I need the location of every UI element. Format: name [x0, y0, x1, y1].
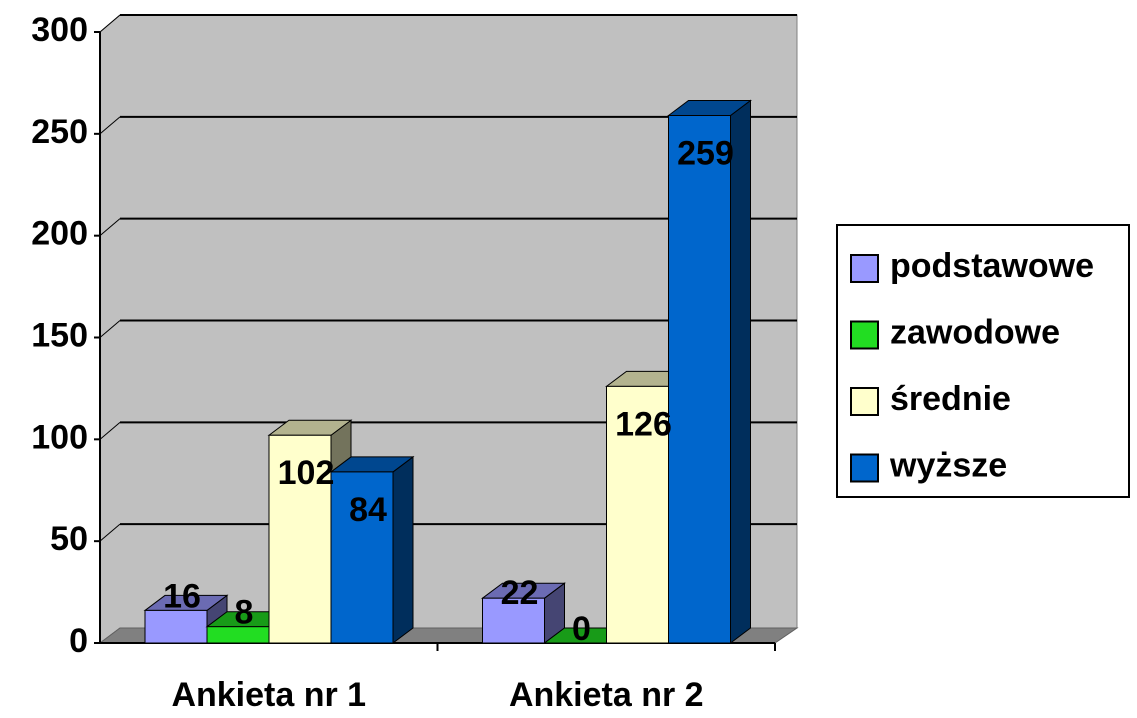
bar — [268, 434, 332, 644]
legend-label: podstawowe — [890, 247, 1094, 285]
y-tick-label: 50 — [50, 520, 88, 558]
legend-box — [836, 224, 1130, 498]
grid-line — [99, 14, 121, 33]
legend-swatch — [850, 254, 879, 283]
y-tick-label: 150 — [31, 316, 88, 354]
grid-line — [99, 320, 121, 338]
x-tick-label: Ankieta nr 1 — [171, 676, 366, 713]
legend-swatch — [850, 320, 879, 350]
value-label: 84 — [349, 491, 387, 529]
y-tick-label: 100 — [31, 418, 88, 456]
bar — [668, 115, 731, 644]
bar — [482, 597, 545, 644]
y-tick-label: 300 — [31, 11, 88, 49]
value-label: 0 — [572, 610, 591, 648]
y-tick-label: 250 — [31, 113, 88, 151]
y-tick-label: 0 — [69, 622, 88, 660]
bar-side — [730, 99, 751, 644]
grid-line — [99, 421, 121, 440]
value-label: 126 — [615, 405, 672, 443]
grid-line — [99, 116, 121, 135]
value-label: 16 — [163, 577, 201, 615]
bar — [606, 385, 669, 644]
legend-swatch — [850, 387, 879, 416]
grid-line — [99, 523, 121, 542]
bar — [144, 609, 208, 644]
grid-line — [99, 218, 121, 237]
bar-side — [392, 455, 414, 644]
y-tick-label: 200 — [31, 215, 88, 253]
legend-label: zawodowe — [890, 313, 1060, 351]
x-tick-label: Ankieta nr 2 — [509, 676, 704, 713]
legend-label: wyższe — [889, 446, 1007, 484]
legend-label: średnie — [890, 380, 1011, 418]
value-label: 102 — [278, 454, 335, 492]
bar — [330, 471, 394, 644]
value-label: 22 — [501, 574, 539, 612]
value-label: 259 — [677, 134, 734, 172]
value-label: 8 — [235, 594, 254, 632]
legend-swatch — [850, 453, 879, 483]
